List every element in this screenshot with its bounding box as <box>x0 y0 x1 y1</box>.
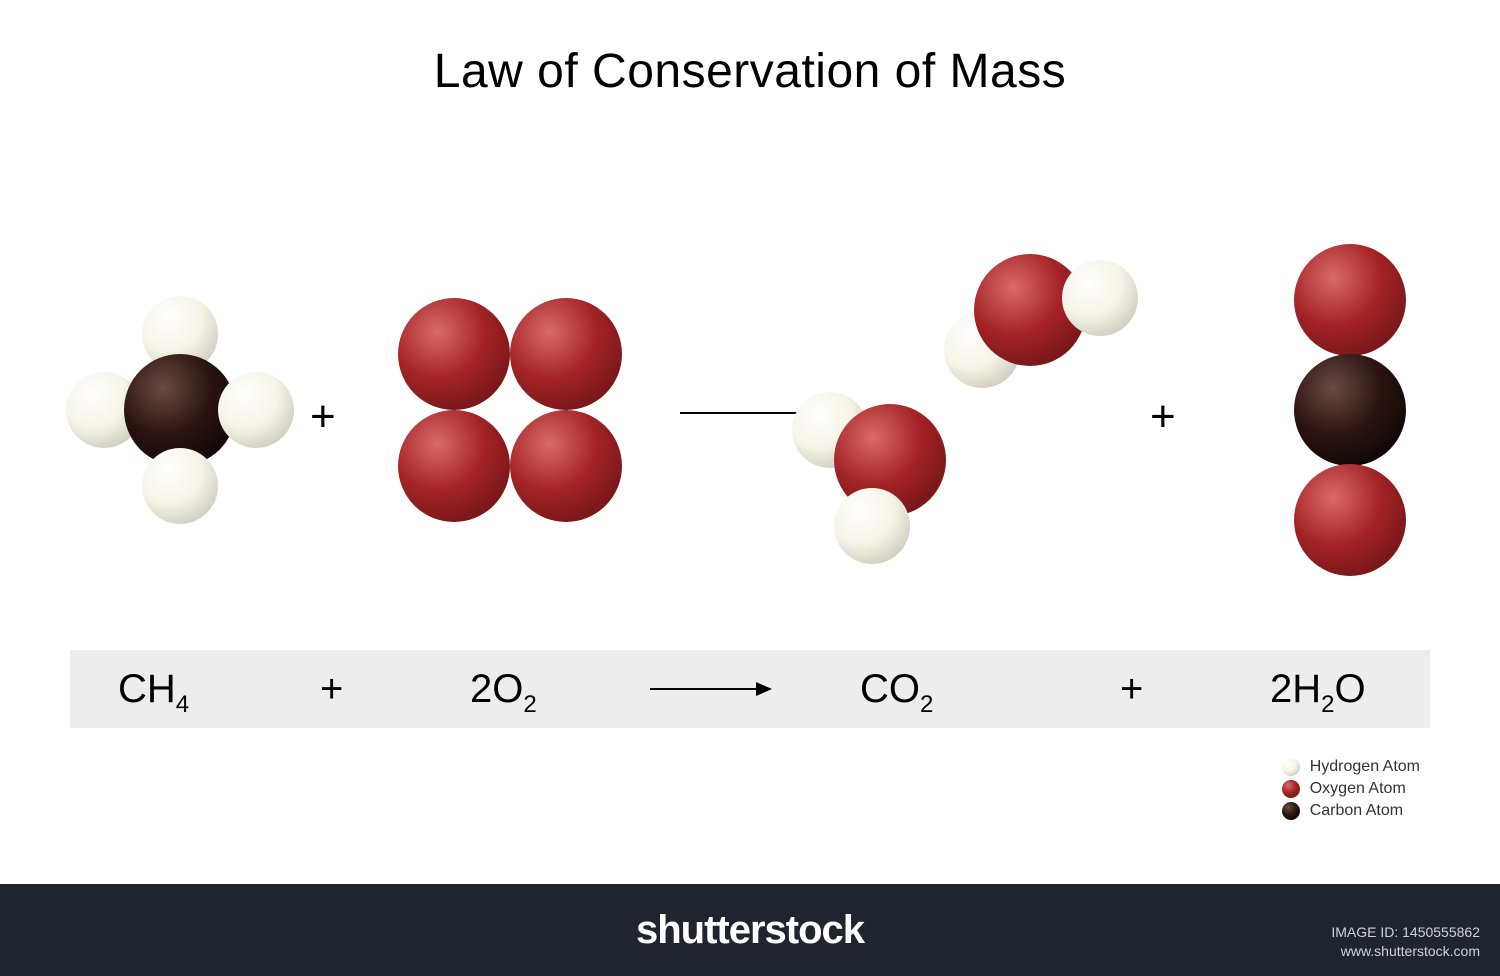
legend: Hydrogen Atom Oxygen Atom Carbon Atom <box>1282 758 1420 824</box>
hydrogen-atom <box>142 448 218 524</box>
molecule-diagram-row: + + <box>0 220 1500 600</box>
legend-label: Oxygen Atom <box>1310 780 1406 798</box>
plus-operator-2: + <box>1150 392 1176 442</box>
page-title: Law of Conservation of Mass <box>0 44 1500 99</box>
equation-arrow <box>650 688 770 690</box>
equation-term: 2O2 <box>470 667 537 712</box>
equation-term: + <box>1120 667 1143 712</box>
equation-bar: CH4 +2O2 CO2 +2H2O <box>70 650 1430 728</box>
oxygen-atom <box>1294 244 1406 356</box>
hydrogen-atom <box>1062 260 1138 336</box>
equation-term: + <box>320 667 343 712</box>
footer-url: www.shutterstock.com <box>1331 942 1480 962</box>
carbon-atom <box>1294 354 1406 466</box>
carbon-legend-dot <box>1282 802 1300 820</box>
footer-meta: IMAGE ID: 1450555862 www.shutterstock.co… <box>1331 923 1480 962</box>
oxygen-atom <box>510 298 622 410</box>
oxygen-atom <box>398 410 510 522</box>
legend-label: Hydrogen Atom <box>1310 758 1420 776</box>
footer-image-id: IMAGE ID: 1450555862 <box>1331 923 1480 943</box>
oxygen-atom <box>510 410 622 522</box>
footer-brand: shutterstock <box>636 908 864 953</box>
oxygen-atom <box>398 298 510 410</box>
equation-term: 2H2O <box>1270 667 1366 712</box>
legend-label: Carbon Atom <box>1310 802 1403 820</box>
hydrogen-legend-dot <box>1282 758 1300 776</box>
plus-operator-1: + <box>310 392 336 442</box>
legend-row: Hydrogen Atom <box>1282 758 1420 776</box>
equation-term: CH4 <box>118 667 189 712</box>
oxygen-atom <box>1294 464 1406 576</box>
footer-bar: shutterstock IMAGE ID: 1450555862 www.sh… <box>0 884 1500 976</box>
legend-row: Oxygen Atom <box>1282 780 1420 798</box>
oxygen-legend-dot <box>1282 780 1300 798</box>
legend-row: Carbon Atom <box>1282 802 1420 820</box>
equation-term: CO2 <box>860 667 933 712</box>
hydrogen-atom <box>218 372 294 448</box>
hydrogen-atom <box>834 488 910 564</box>
